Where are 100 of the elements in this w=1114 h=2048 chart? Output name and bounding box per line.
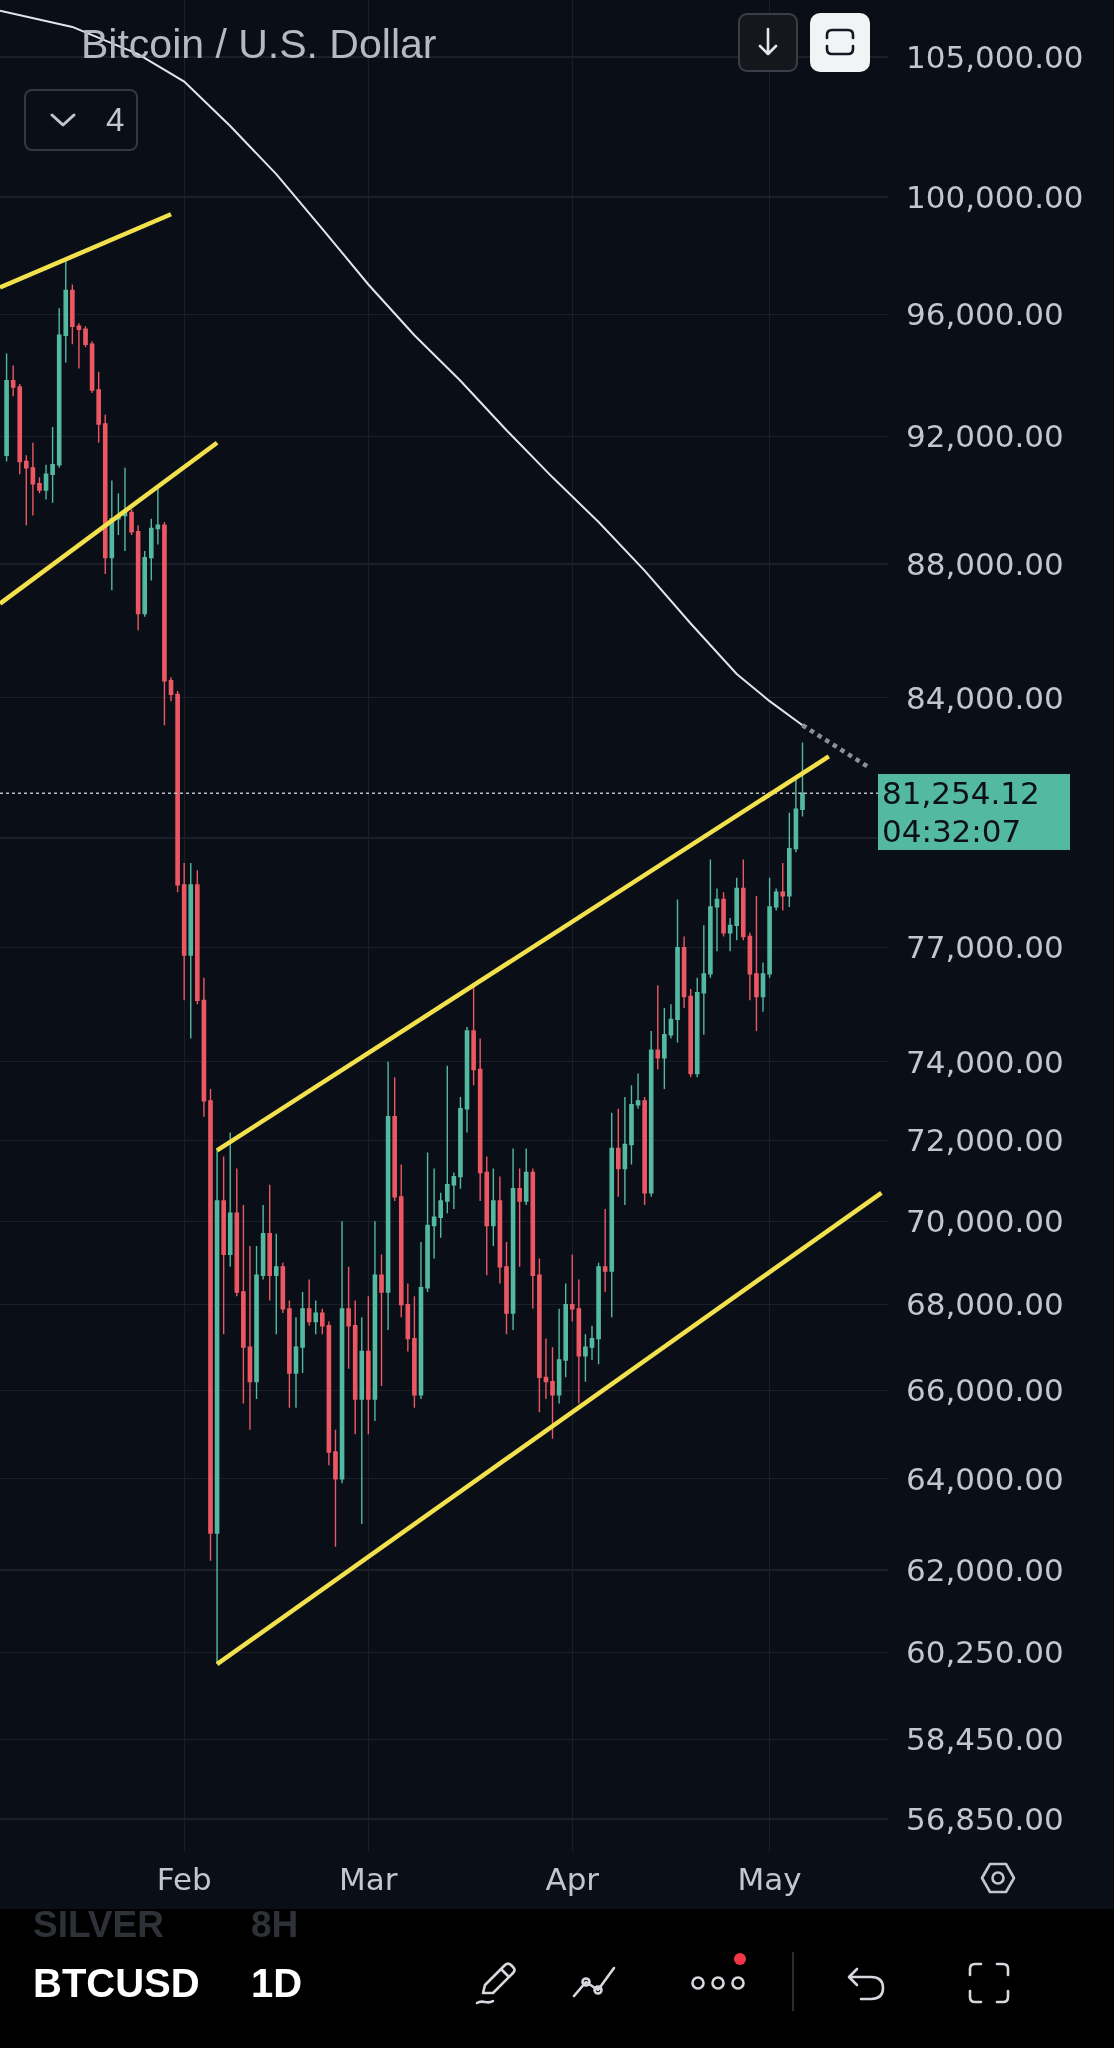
candlestick: [155, 486, 161, 546]
candlestick: [287, 1299, 292, 1409]
candlestick: [714, 887, 720, 953]
candlestick: [497, 1175, 503, 1285]
candlestick: [563, 1282, 568, 1379]
candlestick: [135, 524, 141, 631]
candlestick: [583, 1333, 588, 1383]
candlestick: [352, 1299, 358, 1435]
candlestick: [96, 370, 101, 444]
candlestick: [273, 1233, 279, 1336]
candlestick: [398, 1163, 404, 1319]
candlestick: [50, 426, 55, 504]
candlestick: [694, 976, 700, 1079]
y-tick-label: 66,000.00: [906, 1372, 1064, 1409]
annotation: 04:32:07: [882, 813, 1022, 849]
candlestick: [254, 1245, 259, 1400]
y-tick-label: 62,000.00: [906, 1551, 1064, 1588]
candlestick: [491, 1167, 496, 1247]
candlestick: [727, 917, 733, 953]
candlestick: [346, 1266, 351, 1370]
candlestick: [773, 887, 779, 912]
candlestick: [280, 1261, 286, 1314]
candlestick: [175, 690, 180, 893]
candlestick: [602, 1208, 608, 1293]
candlestick: [760, 961, 766, 1013]
candlestick: [464, 1026, 470, 1134]
candlestick: [17, 383, 23, 475]
candlestick: [800, 741, 805, 818]
candlestick: [576, 1278, 582, 1405]
candlestick: [734, 876, 740, 941]
y-tick-label: 88,000.00: [906, 545, 1064, 582]
candlestick: [208, 1088, 213, 1562]
candlestick: [37, 476, 42, 494]
candlestick: [247, 1245, 253, 1431]
candlestick: [4, 352, 9, 463]
x-tick-label: May: [737, 1861, 802, 1897]
y-tick-label: 64,000.00: [906, 1460, 1064, 1497]
candlestick: [379, 1253, 384, 1387]
y-tick-label: 96,000.00: [906, 296, 1064, 333]
candlestick: [102, 414, 108, 575]
candlestick: [326, 1320, 332, 1467]
candlestick: [543, 1337, 549, 1400]
y-tick-label: 72,000.00: [906, 1122, 1064, 1159]
candlestick: [708, 858, 713, 979]
candlestick: [530, 1167, 536, 1310]
candlestick: [333, 1429, 338, 1548]
candlestick: [24, 454, 29, 526]
y-tick-label: 68,000.00: [906, 1286, 1064, 1323]
y-tick-label: 74,000.00: [906, 1043, 1064, 1080]
candlestick: [681, 935, 687, 1009]
candlestick: [129, 508, 134, 536]
candlestick: [241, 1204, 246, 1405]
candlestick: [569, 1253, 575, 1323]
candlestick: [438, 1192, 444, 1239]
y-tick-label: 58,450.00: [906, 1721, 1064, 1758]
x-tick-label: Mar: [339, 1861, 398, 1897]
candlestick: [109, 479, 115, 592]
candlestick: [188, 862, 194, 1040]
y-tick-label: 100,000.00: [906, 178, 1084, 215]
y-tick-label: 56,850.00: [906, 1800, 1064, 1837]
candlestick: [688, 988, 693, 1079]
candlestick: [70, 283, 75, 346]
candlestick: [234, 1167, 240, 1297]
candlestick: [767, 876, 772, 979]
candlestick: [721, 891, 726, 938]
candlestick: [181, 862, 187, 1002]
toolbar: BTCUSD 1D SILVER 8H: [0, 1909, 1114, 2048]
candlestick: [701, 924, 707, 1036]
candlestick: [385, 1061, 391, 1331]
candlestick: [412, 1295, 417, 1409]
candlestick: [780, 862, 786, 912]
candlestick: [405, 1282, 411, 1353]
dropdown-button: 4: [24, 89, 138, 151]
candlestick: [300, 1291, 305, 1374]
candlestick: [523, 1147, 529, 1206]
candlestick: [510, 1147, 516, 1331]
candlestick: [635, 1072, 641, 1110]
candlestick: [787, 812, 792, 908]
candlestick: [201, 976, 207, 1118]
candlestick: [339, 1220, 345, 1484]
candlestick: [162, 521, 167, 726]
y-tick-label: 92,000.00: [906, 418, 1064, 455]
candlestick: [260, 1204, 266, 1281]
candlestick: [648, 1030, 654, 1198]
candlestick: [306, 1278, 312, 1327]
candlestick: [214, 1147, 220, 1665]
candlestick: [747, 932, 753, 1002]
candlestick: [622, 1096, 628, 1206]
candlestick: [596, 1261, 601, 1366]
y-tick-label: 60,250.00: [906, 1634, 1064, 1670]
candlestick: [372, 1220, 378, 1422]
candlestick: [484, 1155, 490, 1276]
candlestick: [589, 1325, 595, 1361]
y-tick-label: 70,000.00: [906, 1203, 1064, 1240]
candlestick: [366, 1295, 371, 1435]
candlestick: [320, 1308, 325, 1336]
x-tick-label: Apr: [545, 1861, 600, 1897]
candlestick: [221, 1155, 226, 1336]
candlestick: [425, 1151, 430, 1293]
candlestick: [616, 1108, 621, 1198]
